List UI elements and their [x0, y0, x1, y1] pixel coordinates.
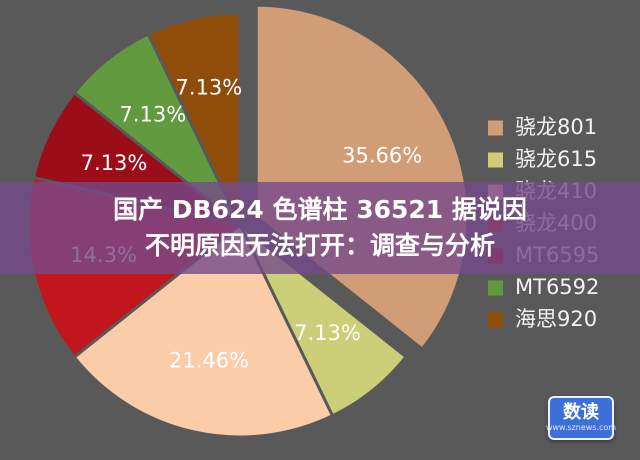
legend-label: 海思920 — [515, 307, 597, 331]
slice-data-label: 35.66% — [342, 143, 422, 167]
site-logo: 数读 www.sznews.com — [545, 396, 617, 440]
legend-swatch — [488, 280, 503, 296]
legend-label: 骁龙801 — [515, 115, 597, 139]
slice-data-label: 7.13% — [176, 76, 243, 100]
logo-subtext: www.sznews.com — [545, 423, 617, 432]
slice-data-label: 7.13% — [119, 103, 186, 127]
banner-line-2: 不明原因无法打开：调查与分析 — [144, 231, 495, 260]
legend-swatch — [488, 152, 503, 168]
legend-label: 骁龙615 — [515, 147, 597, 171]
slice-data-label: 7.13% — [294, 321, 361, 345]
title-banner: 国产 DB624 色谱柱 36521 据说因 不明原因无法打开：调查与分析 — [0, 182, 640, 274]
slice-data-label: 7.13% — [81, 151, 148, 175]
banner-line-1: 国产 DB624 色谱柱 36521 据说因 — [113, 195, 527, 224]
legend-swatch — [488, 312, 503, 328]
legend-swatch — [488, 120, 503, 136]
pie-slice — [146, 11, 242, 226]
legend-label: MT6592 — [515, 275, 599, 299]
pie-slice — [72, 222, 335, 439]
logo-text: 数读 — [563, 402, 599, 423]
slice-data-label: 21.46% — [169, 348, 249, 372]
